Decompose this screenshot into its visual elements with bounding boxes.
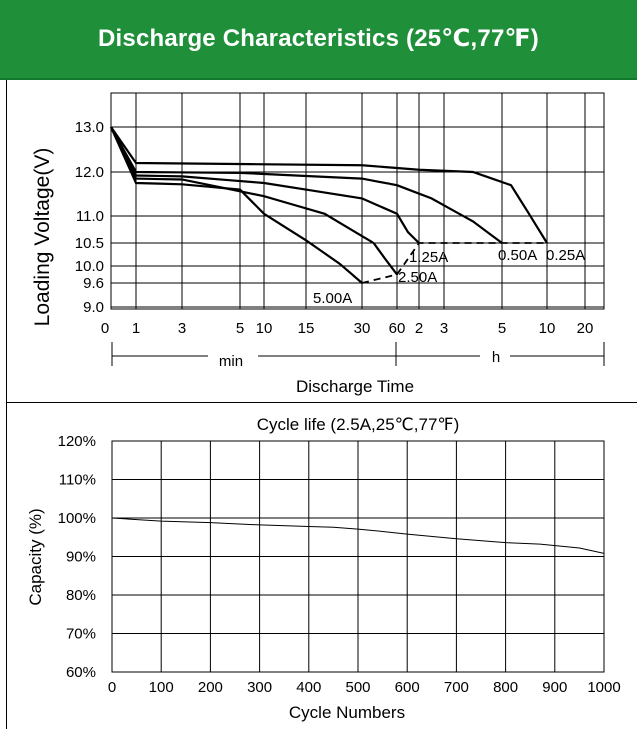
discharge-x-tick: 0 xyxy=(101,320,109,337)
cycle-x-tick: 400 xyxy=(296,679,321,696)
discharge-curve-label: 0.50A xyxy=(498,247,537,264)
discharge-curve-1-25A xyxy=(110,126,420,244)
unit-min-label: min xyxy=(219,353,243,370)
cycle-life-line xyxy=(111,517,605,554)
discharge-y-tick: 10.0 xyxy=(75,258,104,275)
cycle-y-axis-title: Capacity (%) xyxy=(26,508,45,605)
cycle-x-tick: 900 xyxy=(542,679,567,696)
discharge-curve-label: 2.50A xyxy=(398,269,437,286)
discharge-curve-2-50A xyxy=(110,126,398,276)
cycle-x-tick: 500 xyxy=(345,679,370,696)
discharge-y-tick: 13.0 xyxy=(75,119,104,136)
discharge-plot-frame xyxy=(110,92,605,310)
cycle-x-tick: 700 xyxy=(444,679,469,696)
cycle-x-axis-title: Cycle Numbers xyxy=(289,703,405,722)
cycle-x-tick: 100 xyxy=(149,679,174,696)
discharge-x-tick: 5 xyxy=(236,320,244,337)
panel-divider xyxy=(6,402,637,403)
discharge-x-axis-title: Discharge Time xyxy=(296,377,414,396)
discharge-x-tick: 3 xyxy=(178,320,186,337)
cycle-y-tick: 80% xyxy=(66,587,96,604)
title-banner: Discharge Characteristics (25℃,77℉) xyxy=(0,0,637,80)
cycle-x-tick: 800 xyxy=(493,679,518,696)
discharge-y-tick: 11.0 xyxy=(76,208,104,225)
chart-title: Discharge Characteristics (25℃,77℉) xyxy=(98,25,539,52)
discharge-curve-0-25A xyxy=(110,126,548,244)
cycle-x-tick: 600 xyxy=(395,679,420,696)
cycle-x-tick: 300 xyxy=(247,679,272,696)
discharge-x-tick: 2 xyxy=(415,320,423,337)
discharge-x-tick: 1 xyxy=(132,320,140,337)
frame-left-border xyxy=(6,80,7,729)
discharge-curve-label: 1.25A xyxy=(409,249,448,266)
discharge-x-tick: 3 xyxy=(440,320,448,337)
discharge-y-axis-title: Loading Voltage(V) xyxy=(31,148,54,327)
discharge-x-tick: 10 xyxy=(256,320,273,337)
unit-h-label: h xyxy=(492,349,500,366)
discharge-curve-label: 0.25A xyxy=(546,247,585,264)
discharge-y-tick: 12.0 xyxy=(75,164,104,181)
cycle-x-tick: 200 xyxy=(198,679,223,696)
cycle-x-tick: 0 xyxy=(108,679,116,696)
cycle-y-tick: 100% xyxy=(58,510,96,527)
discharge-x-tick: 5 xyxy=(498,320,506,337)
discharge-x-tick: 20 xyxy=(577,320,594,337)
discharge-x-tick: 10 xyxy=(539,320,556,337)
discharge-x-tick: 15 xyxy=(298,320,315,337)
discharge-y-tick: 10.5 xyxy=(75,235,104,252)
cycle-chart-title: Cycle life (2.5A,25℃,77℉) xyxy=(257,415,460,434)
cycle-y-tick: 60% xyxy=(66,664,96,681)
cycle-y-tick: 70% xyxy=(66,626,96,643)
discharge-curve-5-00A xyxy=(109,126,363,284)
discharge-curve-label: 5.00A xyxy=(313,290,352,307)
cycle-y-tick: 90% xyxy=(66,549,96,566)
cycle-y-tick: 120% xyxy=(58,433,96,450)
discharge-y-tick: 9.6 xyxy=(83,275,104,292)
discharge-x-tick: 60 xyxy=(389,320,406,337)
end-voltage-dashed-line xyxy=(361,242,547,284)
cycle-y-tick: 110% xyxy=(59,472,96,489)
discharge-x-tick: 30 xyxy=(354,320,371,337)
discharge-y-tick: 9.0 xyxy=(83,299,104,316)
cycle-x-tick: 1000 xyxy=(587,679,620,696)
discharge-curve-0-50A xyxy=(110,126,503,244)
